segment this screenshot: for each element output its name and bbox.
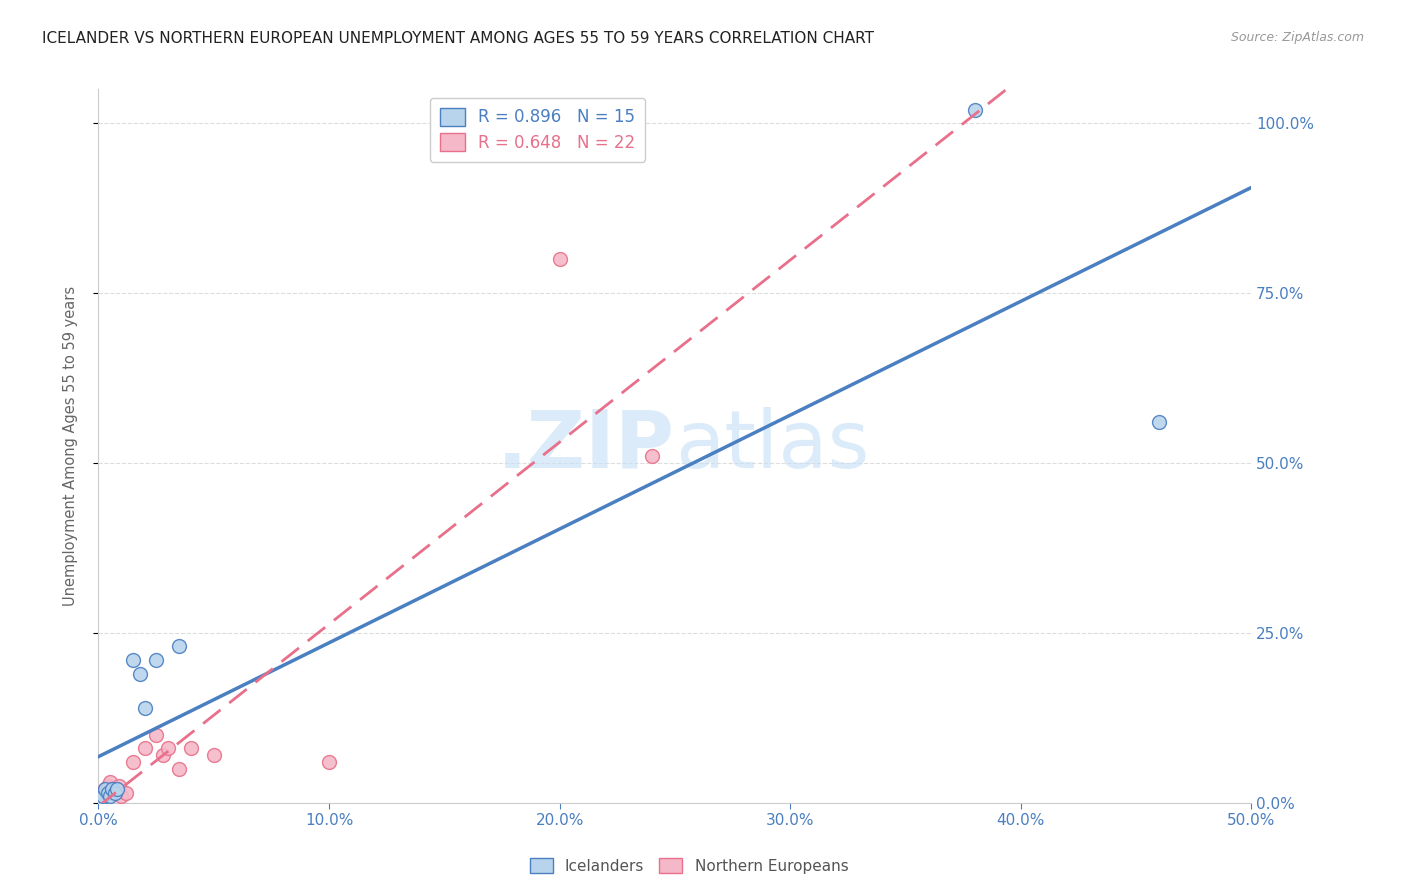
Point bbox=[202, 748, 225, 763]
Text: .ZIP: .ZIP bbox=[496, 407, 675, 485]
Point bbox=[90, 789, 112, 803]
Point bbox=[97, 786, 120, 800]
Point bbox=[156, 741, 179, 756]
Point bbox=[101, 782, 124, 797]
Point bbox=[108, 779, 131, 793]
Point bbox=[103, 786, 125, 800]
Point bbox=[145, 653, 167, 667]
Point bbox=[1147, 415, 1170, 429]
Point bbox=[180, 741, 202, 756]
Point bbox=[548, 252, 571, 266]
Point bbox=[115, 786, 138, 800]
Point bbox=[963, 103, 986, 117]
Point bbox=[641, 449, 664, 463]
Point bbox=[167, 640, 190, 654]
Y-axis label: Unemployment Among Ages 55 to 59 years: Unemployment Among Ages 55 to 59 years bbox=[63, 286, 77, 606]
Point bbox=[318, 755, 340, 769]
Point bbox=[105, 782, 128, 797]
Point bbox=[105, 782, 128, 797]
Point bbox=[110, 789, 132, 803]
Point bbox=[91, 786, 114, 800]
Point bbox=[129, 666, 152, 681]
Legend: R = 0.896   N = 15, R = 0.648   N = 22: R = 0.896 N = 15, R = 0.648 N = 22 bbox=[430, 97, 645, 161]
Point bbox=[122, 653, 145, 667]
Text: ICELANDER VS NORTHERN EUROPEAN UNEMPLOYMENT AMONG AGES 55 TO 59 YEARS CORRELATIO: ICELANDER VS NORTHERN EUROPEAN UNEMPLOYM… bbox=[42, 31, 875, 46]
Point bbox=[94, 782, 117, 797]
Legend: Icelanders, Northern Europeans: Icelanders, Northern Europeans bbox=[523, 852, 855, 880]
Point bbox=[94, 782, 117, 797]
Point bbox=[152, 748, 174, 763]
Point bbox=[91, 789, 114, 803]
Point bbox=[90, 792, 112, 806]
Point bbox=[145, 728, 167, 742]
Point bbox=[97, 779, 120, 793]
Point bbox=[134, 741, 156, 756]
Point bbox=[103, 786, 125, 800]
Point bbox=[167, 762, 190, 776]
Point bbox=[134, 700, 156, 714]
Point bbox=[122, 755, 145, 769]
Point bbox=[98, 789, 121, 803]
Text: atlas: atlas bbox=[675, 407, 869, 485]
Point bbox=[98, 775, 121, 789]
Text: Source: ZipAtlas.com: Source: ZipAtlas.com bbox=[1230, 31, 1364, 45]
Point bbox=[101, 782, 124, 797]
